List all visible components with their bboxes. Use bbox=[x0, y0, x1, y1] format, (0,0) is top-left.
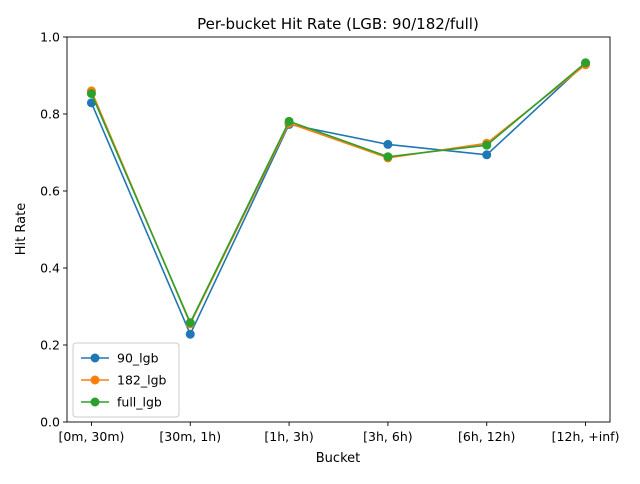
legend-label-90_lgb: 90_lgb bbox=[117, 351, 159, 366]
y-tick-label: 0.6 bbox=[40, 184, 60, 199]
data-point-90_lgb bbox=[482, 150, 492, 160]
x-tick-label: [3h, 6h) bbox=[363, 429, 412, 444]
data-point-full_lgb bbox=[581, 58, 591, 68]
x-tick-label: [30m, 1h) bbox=[159, 429, 221, 444]
legend-marker-90_lgb bbox=[90, 353, 100, 363]
x-tick-label: [0m, 30m) bbox=[58, 429, 124, 444]
y-axis-label: Hit Rate bbox=[14, 203, 29, 255]
legend-label-182_lgb: 182_lgb bbox=[117, 373, 167, 388]
data-point-full_lgb bbox=[284, 116, 294, 126]
legend-box bbox=[72, 342, 180, 418]
data-point-full_lgb bbox=[482, 140, 492, 150]
plot-frame bbox=[66, 36, 611, 423]
data-point-90_lgb bbox=[383, 139, 393, 149]
y-tick-label: 0.8 bbox=[40, 107, 60, 122]
x-tick-label: [12h, +inf) bbox=[552, 429, 620, 444]
data-point-90_lgb bbox=[185, 329, 195, 339]
x-tick-label: [6h, 12h) bbox=[458, 429, 515, 444]
y-tick-label: 0.0 bbox=[40, 415, 60, 430]
y-tick-label: 0.4 bbox=[40, 261, 60, 276]
chart-title: Per-bucket Hit Rate (LGB: 90/182/full) bbox=[197, 15, 479, 33]
data-point-full_lgb bbox=[185, 318, 195, 328]
y-tick-label: 1.0 bbox=[40, 30, 60, 45]
series-line-full_lgb bbox=[90, 62, 587, 325]
legend-label-full_lgb: full_lgb bbox=[117, 395, 162, 410]
x-tick-label: [1h, 3h) bbox=[264, 429, 313, 444]
y-tick-label: 0.2 bbox=[40, 338, 60, 353]
legend-marker-182_lgb bbox=[90, 375, 100, 385]
x-axis-label: Bucket bbox=[316, 451, 360, 466]
series-line-90_lgb bbox=[90, 62, 587, 337]
data-point-full_lgb bbox=[383, 152, 393, 162]
plot-area: 0.0 0.2 0.4 0.6 0.8 1.0 [0m, 30m) [30m, 1h) [1h,… bbox=[40, 30, 619, 445]
data-point-full_lgb bbox=[86, 89, 96, 99]
legend-marker-full_lgb bbox=[90, 397, 100, 407]
series-line-182_lgb bbox=[90, 64, 587, 326]
